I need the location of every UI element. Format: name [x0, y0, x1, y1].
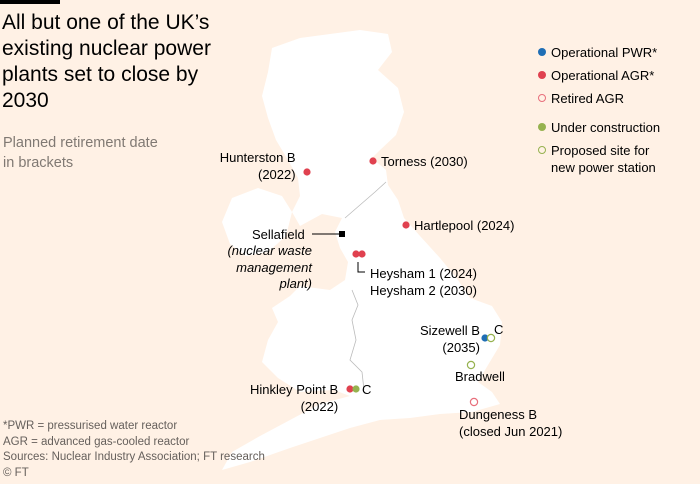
bradwell-marker — [466, 360, 476, 370]
dungeness-label: Dungeness B (closed Jun 2021) — [459, 406, 562, 440]
sizewell-c-marker — [486, 333, 496, 343]
legend-dot-icon — [538, 123, 546, 131]
torness-marker — [369, 157, 377, 165]
sizewell-b-marker — [481, 334, 489, 342]
northern-ireland-landmass — [222, 188, 292, 256]
legend-ring-icon — [538, 94, 546, 102]
sizewell-name: Sizewell B — [420, 323, 480, 338]
legend-label: Operational PWR* — [551, 45, 658, 60]
dungeness-date: (closed Jun 2021) — [459, 424, 563, 439]
wales-england-border — [349, 289, 365, 391]
sellafield-name: Sellafield — [252, 227, 305, 242]
sizewell-label: Sizewell B (2035) — [420, 322, 480, 356]
sellafield-note: (nuclear waste management plant) — [227, 243, 312, 291]
hinkley-c-label: C — [362, 382, 372, 397]
hunterston-marker — [303, 168, 311, 176]
hunterston-date: (2022) — [258, 167, 296, 182]
sellafield-marker — [339, 231, 345, 237]
dungeness-name: Dungeness B — [459, 407, 538, 422]
legend-under-construction: Under construction — [538, 119, 676, 136]
legend-label: Retired AGR — [551, 91, 624, 106]
heysham-1-label: Heysham 1 (2024) — [370, 266, 477, 281]
sizewell-date: (2035) — [442, 340, 480, 355]
legend-label: Operational AGR* — [551, 68, 655, 83]
legend: Operational PWR* Operational AGR* Retire… — [538, 44, 676, 182]
chart-title: All but one of the UK’s existing nuclear… — [2, 11, 211, 112]
hinkley-b-marker — [346, 385, 354, 393]
footnote-agr: AGR = advanced gas-cooled reactor — [3, 435, 190, 448]
hunterston-label: Hunterston B (2022) — [218, 149, 296, 183]
bradwell-label: Bradwell — [455, 369, 505, 384]
legend-proposed: Proposed site for new power station — [538, 142, 676, 176]
heysham-1-marker — [352, 250, 360, 258]
heysham-2-marker — [358, 250, 366, 258]
copyright: © FT — [3, 466, 29, 479]
great-britain-landmass — [222, 30, 502, 470]
dungeness-marker — [469, 397, 479, 407]
heysham-2-label: Heysham 2 (2030) — [370, 283, 477, 298]
hinkley-label: Hinkley Point B (2022) — [250, 381, 338, 415]
legend-operational-pwr: Operational PWR* — [538, 44, 676, 61]
footnotes: *PWR = pressurised water reactor AGR = a… — [3, 419, 265, 481]
heysham-leader-line — [357, 262, 365, 273]
hinkley-c-marker — [352, 385, 360, 393]
legend-label: Proposed site for new power station — [551, 143, 656, 175]
heysham-label: Heysham 1 (2024) Heysham 2 (2030) — [370, 265, 477, 299]
footnote-pwr: *PWR = pressurised water reactor — [3, 420, 178, 432]
ft-header-bar — [0, 0, 60, 4]
legend-dot-icon — [538, 71, 546, 79]
chart-subtitle: Planned retirement date in brackets — [3, 135, 158, 171]
legend-retired-agr: Retired AGR — [538, 90, 676, 107]
hartlepool-label: Hartlepool (2024) — [414, 218, 515, 233]
sources: Sources: Nuclear Industry Association; F… — [3, 451, 265, 463]
legend-label: Under construction — [551, 120, 661, 135]
legend-dot-icon — [538, 48, 546, 56]
torness-label: Torness (2030) — [381, 154, 468, 169]
scotland-england-border — [344, 181, 387, 219]
hunterston-name: Hunterston B — [219, 150, 296, 165]
legend-ring-icon — [538, 146, 546, 154]
legend-operational-agr: Operational AGR* — [538, 67, 676, 84]
hinkley-name: Hinkley Point B — [250, 382, 339, 397]
hinkley-date: (2022) — [300, 399, 339, 414]
sizewell-c-label: C — [494, 322, 504, 337]
hartlepool-marker — [402, 221, 410, 229]
